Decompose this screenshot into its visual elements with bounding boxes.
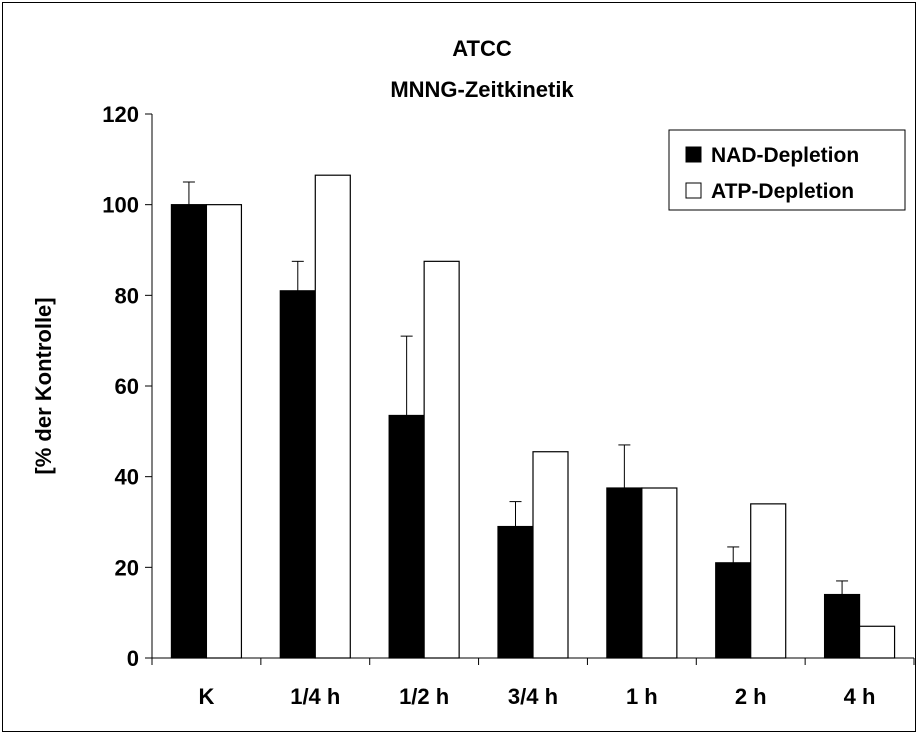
- legend: NAD-Depletion ATP-Depletion: [668, 129, 906, 211]
- x-tick-label: 1/4 h: [290, 684, 340, 709]
- legend-swatch-nad: [685, 146, 702, 163]
- y-axis-label: [% der Kontrolle]: [31, 297, 56, 474]
- bar-nad-depletion: [279, 290, 316, 659]
- chart-subtitle: MNNG-Zeitkinetik: [390, 77, 574, 102]
- bar-atp-depletion: [423, 260, 460, 659]
- y-tick-label: 120: [102, 102, 139, 127]
- y-tick-label: 80: [115, 283, 139, 308]
- x-tick-label: 4 h: [844, 684, 876, 709]
- bar-atp-depletion: [532, 451, 569, 659]
- bar-nad-depletion: [606, 487, 643, 659]
- x-tick-label: 1 h: [626, 684, 658, 709]
- y-tick-label: 60: [115, 374, 139, 399]
- bar-atp-depletion: [205, 204, 243, 659]
- x-tick-label: 1/2 h: [399, 684, 449, 709]
- legend-swatch-atp: [685, 182, 702, 199]
- bar-nad-depletion: [170, 204, 208, 659]
- bar-atp-depletion: [858, 625, 896, 659]
- bar-nad-depletion: [823, 593, 861, 659]
- y-tick-label: 20: [115, 555, 139, 580]
- y-tick-label: 40: [115, 465, 139, 490]
- bar-atp-depletion: [314, 174, 351, 659]
- y-tick-label: 0: [127, 646, 139, 671]
- x-tick-label: 2 h: [735, 684, 767, 709]
- bar-nad-depletion: [715, 562, 752, 659]
- x-tick-label: K: [198, 684, 214, 709]
- bar-atp-depletion: [750, 503, 787, 659]
- bar-nad-depletion: [388, 414, 425, 659]
- chart-title: ATCC: [452, 36, 512, 61]
- tick-labels: 0 20 40 60 80 100 120 K 1/4 h 1/2 h 3/4 h 1 h 2 h 4 h: [102, 102, 875, 709]
- bar-nad-depletion: [497, 525, 534, 659]
- legend-label-nad: NAD-Depletion: [711, 144, 859, 167]
- y-tick-label: 100: [102, 193, 139, 218]
- legend-label-atp: ATP-Depletion: [711, 180, 854, 203]
- bars: [170, 174, 896, 659]
- x-tick-label: 3/4 h: [508, 684, 558, 709]
- bar-atp-depletion: [641, 487, 678, 659]
- legend-box: [668, 129, 906, 211]
